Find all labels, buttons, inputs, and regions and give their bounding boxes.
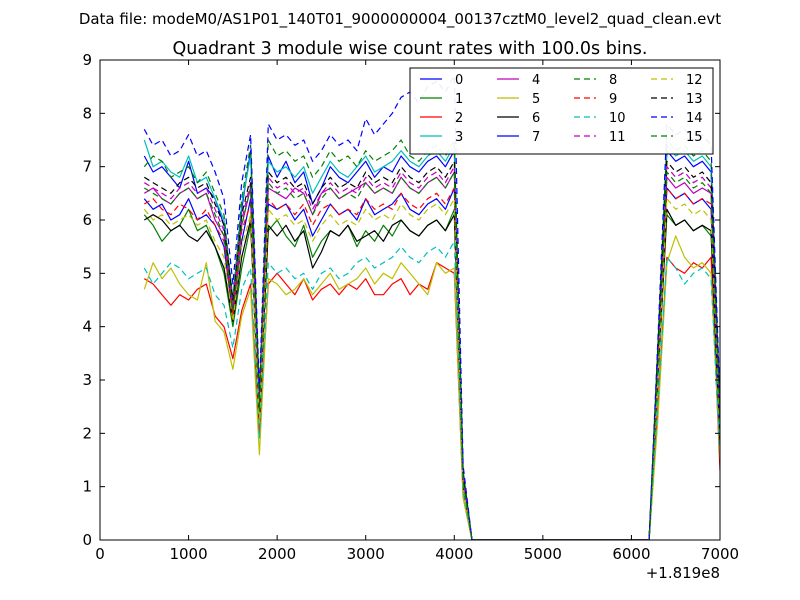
y-tick-label: 2 <box>82 424 92 442</box>
legend-label-7: 7 <box>532 130 540 145</box>
legend-label-0: 0 <box>455 73 463 88</box>
series-line-11 <box>143 166 720 540</box>
legend-label-13: 13 <box>686 92 703 107</box>
series-line-12 <box>143 198 720 540</box>
x-tick-label: 5000 <box>524 545 562 563</box>
legend-label-15: 15 <box>686 130 703 145</box>
x-tick-label: 0 <box>95 545 105 563</box>
legend-box <box>409 67 714 155</box>
legend-label-1: 1 <box>455 92 463 107</box>
y-tick-label: 3 <box>82 371 92 389</box>
legend-label-3: 3 <box>455 130 463 145</box>
series-layer <box>143 75 720 540</box>
x-tick-label: 7000 <box>701 545 739 563</box>
series-line-13 <box>143 160 720 540</box>
legend-label-5: 5 <box>532 92 540 107</box>
plot-frame <box>99 59 721 541</box>
legend-label-6: 6 <box>532 111 540 126</box>
series-line-8 <box>143 139 720 540</box>
y-tick-label: 7 <box>82 158 92 176</box>
y-tick-label: 1 <box>82 478 92 496</box>
x-tick-label: 6000 <box>612 545 650 563</box>
legend-label-4: 4 <box>532 73 540 88</box>
series-line-2 <box>143 256 720 540</box>
series-line-15 <box>143 171 720 540</box>
chart-title: Quadrant 3 module wise count rates with … <box>173 39 648 59</box>
legend-label-9: 9 <box>609 92 617 107</box>
x-tick-label: 1000 <box>169 545 207 563</box>
x-offset-label: +1.819e8 <box>646 564 720 582</box>
series-line-9 <box>143 187 720 540</box>
legend-label-12: 12 <box>686 73 703 88</box>
y-tick-label: 4 <box>82 318 92 336</box>
x-tick-label: 3000 <box>347 545 385 563</box>
series-line-4 <box>143 171 720 540</box>
y-tick-label: 9 <box>82 51 92 69</box>
figure-suptitle: Data file: modeM0/AS1P01_140T01_90000000… <box>79 10 721 29</box>
series-line-10 <box>143 240 720 540</box>
y-tick-label: 8 <box>82 104 92 122</box>
series-line-3 <box>143 139 720 540</box>
series-line-6 <box>143 208 720 540</box>
series-line-7 <box>143 187 720 540</box>
y-tick-label: 5 <box>82 264 92 282</box>
legend-label-11: 11 <box>609 130 626 145</box>
x-tick-label: 4000 <box>435 545 473 563</box>
series-line-5 <box>143 235 720 540</box>
series-line-0 <box>143 150 720 540</box>
legend-label-14: 14 <box>686 111 703 126</box>
legend-label-8: 8 <box>609 73 617 88</box>
legend-label-2: 2 <box>455 111 463 126</box>
y-tick-label: 6 <box>82 211 92 229</box>
x-tick-label: 2000 <box>258 545 296 563</box>
legend-label-10: 10 <box>609 111 626 126</box>
y-tick-label: 0 <box>82 531 92 549</box>
